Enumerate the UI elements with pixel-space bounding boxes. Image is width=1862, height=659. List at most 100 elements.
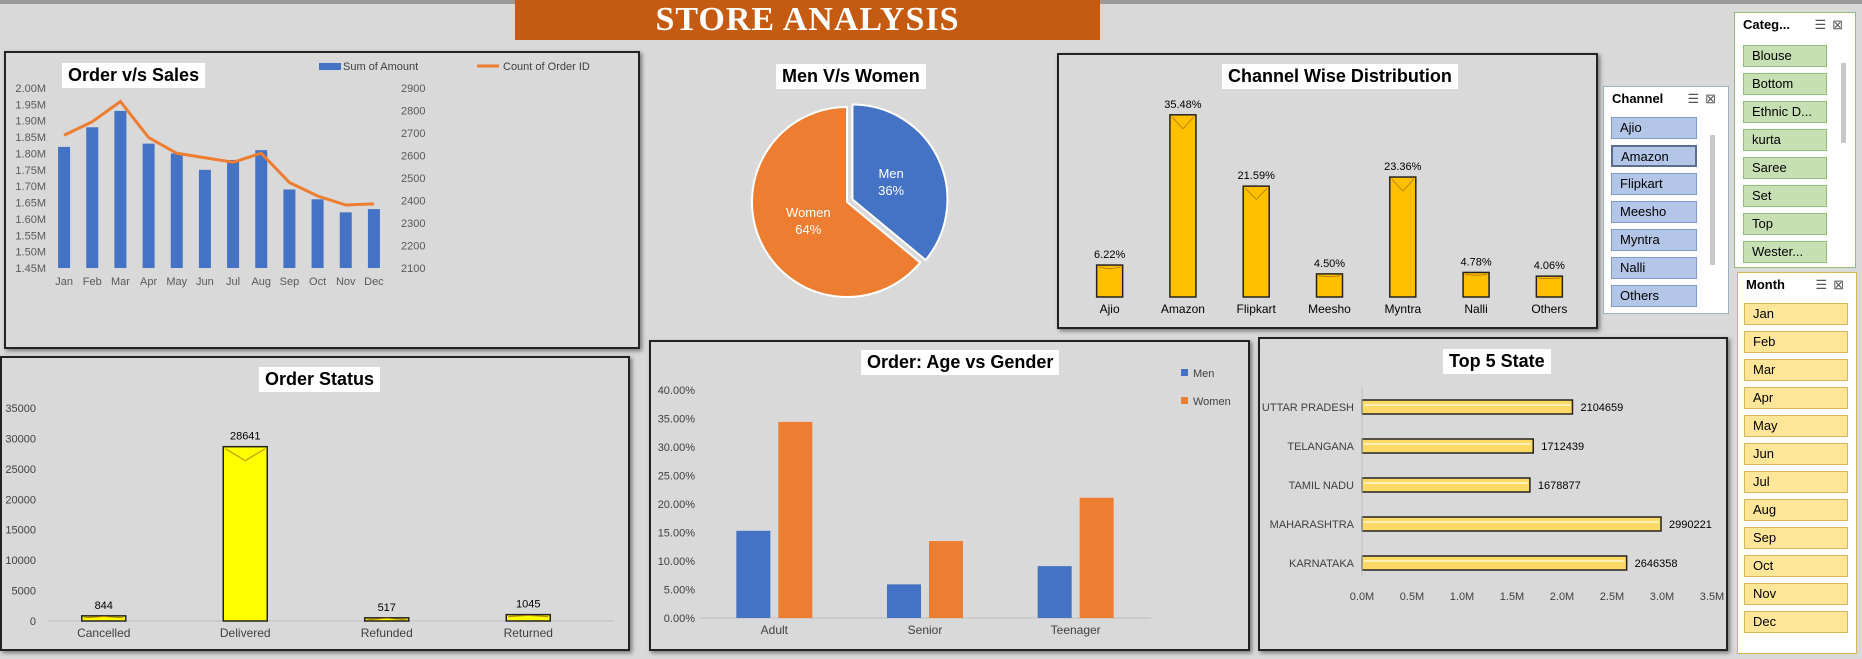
top-state-title: Top 5 State [1443, 349, 1551, 374]
category-item-bottom[interactable]: Bottom [1743, 73, 1827, 95]
channel-slicer[interactable]: Channel ☰⊠ Ajio Amazon Flipkart Meesho Myntr… [1603, 86, 1729, 314]
y2-tick-label: 2700 [401, 128, 425, 140]
channel-slicer-scrollbar[interactable] [1710, 135, 1715, 265]
multi-select-icon[interactable]: ☰ [1815, 277, 1834, 292]
y-tick-label: 20.00% [658, 499, 696, 511]
channel-item-others[interactable]: Others [1611, 285, 1697, 307]
channel-slicer-header: Channel [1604, 87, 1728, 113]
channel-title: Channel Wise Distribution [1222, 64, 1458, 89]
category-item-kurta[interactable]: kurta [1743, 129, 1827, 151]
month-item-oct[interactable]: Oct [1744, 555, 1848, 577]
x-tick-label: Adult [761, 623, 789, 637]
bar [1037, 566, 1072, 618]
channel-item-meesho[interactable]: Meesho [1611, 201, 1697, 223]
bar [227, 160, 240, 268]
bar-bevel [366, 617, 407, 621]
bar [86, 127, 99, 268]
bar [58, 146, 71, 268]
y-tick-label: 5000 [12, 586, 36, 598]
x-tick-label: 0.5M [1400, 591, 1424, 603]
category-item-ethnic-d[interactable]: Ethnic D... [1743, 101, 1827, 123]
channel-item-amazon[interactable]: Amazon [1611, 145, 1697, 167]
x-tick-label: 2.0M [1550, 591, 1574, 603]
category-item-top[interactable]: Top [1743, 213, 1827, 235]
order-status-panel[interactable]: Order Status 0 5000 10000 15000 20000 25000 30… [0, 356, 630, 651]
y-tick-label: 1.60M [15, 214, 46, 226]
x-tick-label: Amazon [1161, 302, 1205, 316]
y-tick-label: 1.55M [15, 230, 46, 242]
x-tick-label: Jan [55, 276, 73, 288]
bar [1361, 516, 1662, 532]
month-item-apr[interactable]: Apr [1744, 387, 1848, 409]
bar [81, 615, 127, 622]
multi-select-icon[interactable]: ☰ [1814, 17, 1833, 32]
month-item-aug[interactable]: Aug [1744, 499, 1848, 521]
bar [311, 199, 324, 268]
month-item-may[interactable]: May [1744, 415, 1848, 437]
channel-item-nalli[interactable]: Nalli [1611, 257, 1697, 279]
bar-bevel [1391, 178, 1415, 192]
bar [1462, 271, 1490, 298]
category-slicer-scrollbar[interactable] [1841, 63, 1846, 143]
clear-filter-icon[interactable]: ⊠ [1705, 91, 1722, 106]
multi-select-icon[interactable]: ☰ [1687, 91, 1706, 106]
men-women-panel[interactable]: Men V/s Women Men 36% Women 64% [650, 51, 1044, 331]
bar [1389, 176, 1417, 298]
y-tick-label: 35.00% [658, 414, 696, 426]
clear-filter-icon[interactable]: ⊠ [1833, 277, 1850, 292]
category-item-saree[interactable]: Saree [1743, 157, 1827, 179]
bar-bevel [1244, 187, 1268, 201]
y-tick-label: 0 [30, 616, 36, 628]
y-tick-label: 5.00% [664, 585, 695, 597]
bar [778, 421, 813, 618]
data-label: 4.50% [1314, 258, 1345, 270]
bar-bevel [1318, 275, 1341, 278]
x-tick-label: 1.0M [1450, 591, 1474, 603]
month-item-mar[interactable]: Mar [1744, 359, 1848, 381]
data-label: 6.22% [1094, 249, 1125, 261]
bar-bevel [508, 614, 549, 618]
bar [222, 445, 268, 622]
order-sales-title: Order v/s Sales [62, 63, 206, 88]
x-tick-label: Delivered [220, 626, 271, 640]
x-tick-label: Myntra [1384, 302, 1421, 316]
category-item-set[interactable]: Set [1743, 185, 1827, 207]
y-tick-label: 40.00% [658, 385, 696, 397]
x-tick-label: Others [1531, 302, 1567, 316]
men-women-chart: Men 36% Women 64% [751, 103, 949, 298]
channel-item-ajio[interactable]: Ajio [1611, 117, 1697, 139]
month-item-nov[interactable]: Nov [1744, 583, 1848, 605]
x-tick-label: Oct [309, 276, 326, 288]
month-item-jan[interactable]: Jan [1744, 303, 1848, 325]
data-label: 2104659 [1580, 402, 1623, 414]
channel-slicer-title: Channel [1612, 91, 1664, 106]
data-label: 517 [378, 602, 396, 614]
y2-tick-label: 2100 [401, 263, 425, 275]
order-sales-panel[interactable]: Order v/s Sales 1.45M 1.50M 1.55M 1.60M 1.65… [4, 51, 640, 349]
month-slicer[interactable]: Month ☰⊠ Jan Feb Mar Apr May Jun Jul Aug Sep Oct N… [1737, 272, 1857, 654]
bar [1535, 275, 1564, 298]
channel-item-flipkart[interactable]: Flipkart [1611, 173, 1697, 195]
category-slicer[interactable]: Categ... ☰⊠ Blouse Bottom Ethnic D... kurta… [1734, 12, 1856, 268]
month-item-dec[interactable]: Dec [1744, 611, 1848, 633]
x-tick-label: Aug [251, 276, 271, 288]
x-tick-label: Refunded [361, 626, 413, 640]
top-state-panel[interactable]: Top 5 State UTTAR PRADESH 2104659 TELANGAN… [1258, 337, 1728, 651]
x-tick-label: May [166, 276, 187, 288]
y-tick-label: KARNATAKA [1289, 558, 1355, 570]
x-tick-label: 3.5M [1700, 591, 1724, 603]
channel-panel[interactable]: Channel Wise Distribution 6.22% Ajio 35.48… [1057, 53, 1598, 329]
month-item-sep[interactable]: Sep [1744, 527, 1848, 549]
category-item-wester[interactable]: Wester... [1743, 241, 1827, 263]
category-item-blouse[interactable]: Blouse [1743, 45, 1827, 67]
y-tick-label: 15000 [5, 525, 36, 537]
age-gender-panel[interactable]: Order: Age vs Gender 0.00% 5.00% 10.00% 15.… [649, 340, 1250, 651]
y2-tick-label: 2600 [401, 151, 425, 163]
channel-item-myntra[interactable]: Myntra [1611, 229, 1697, 251]
month-item-feb[interactable]: Feb [1744, 331, 1848, 353]
y-tick-label: 1.85M [15, 132, 46, 144]
month-slicer-title: Month [1746, 277, 1785, 292]
month-item-jul[interactable]: Jul [1744, 471, 1848, 493]
month-item-jun[interactable]: Jun [1744, 443, 1848, 465]
clear-filter-icon[interactable]: ⊠ [1832, 17, 1849, 32]
